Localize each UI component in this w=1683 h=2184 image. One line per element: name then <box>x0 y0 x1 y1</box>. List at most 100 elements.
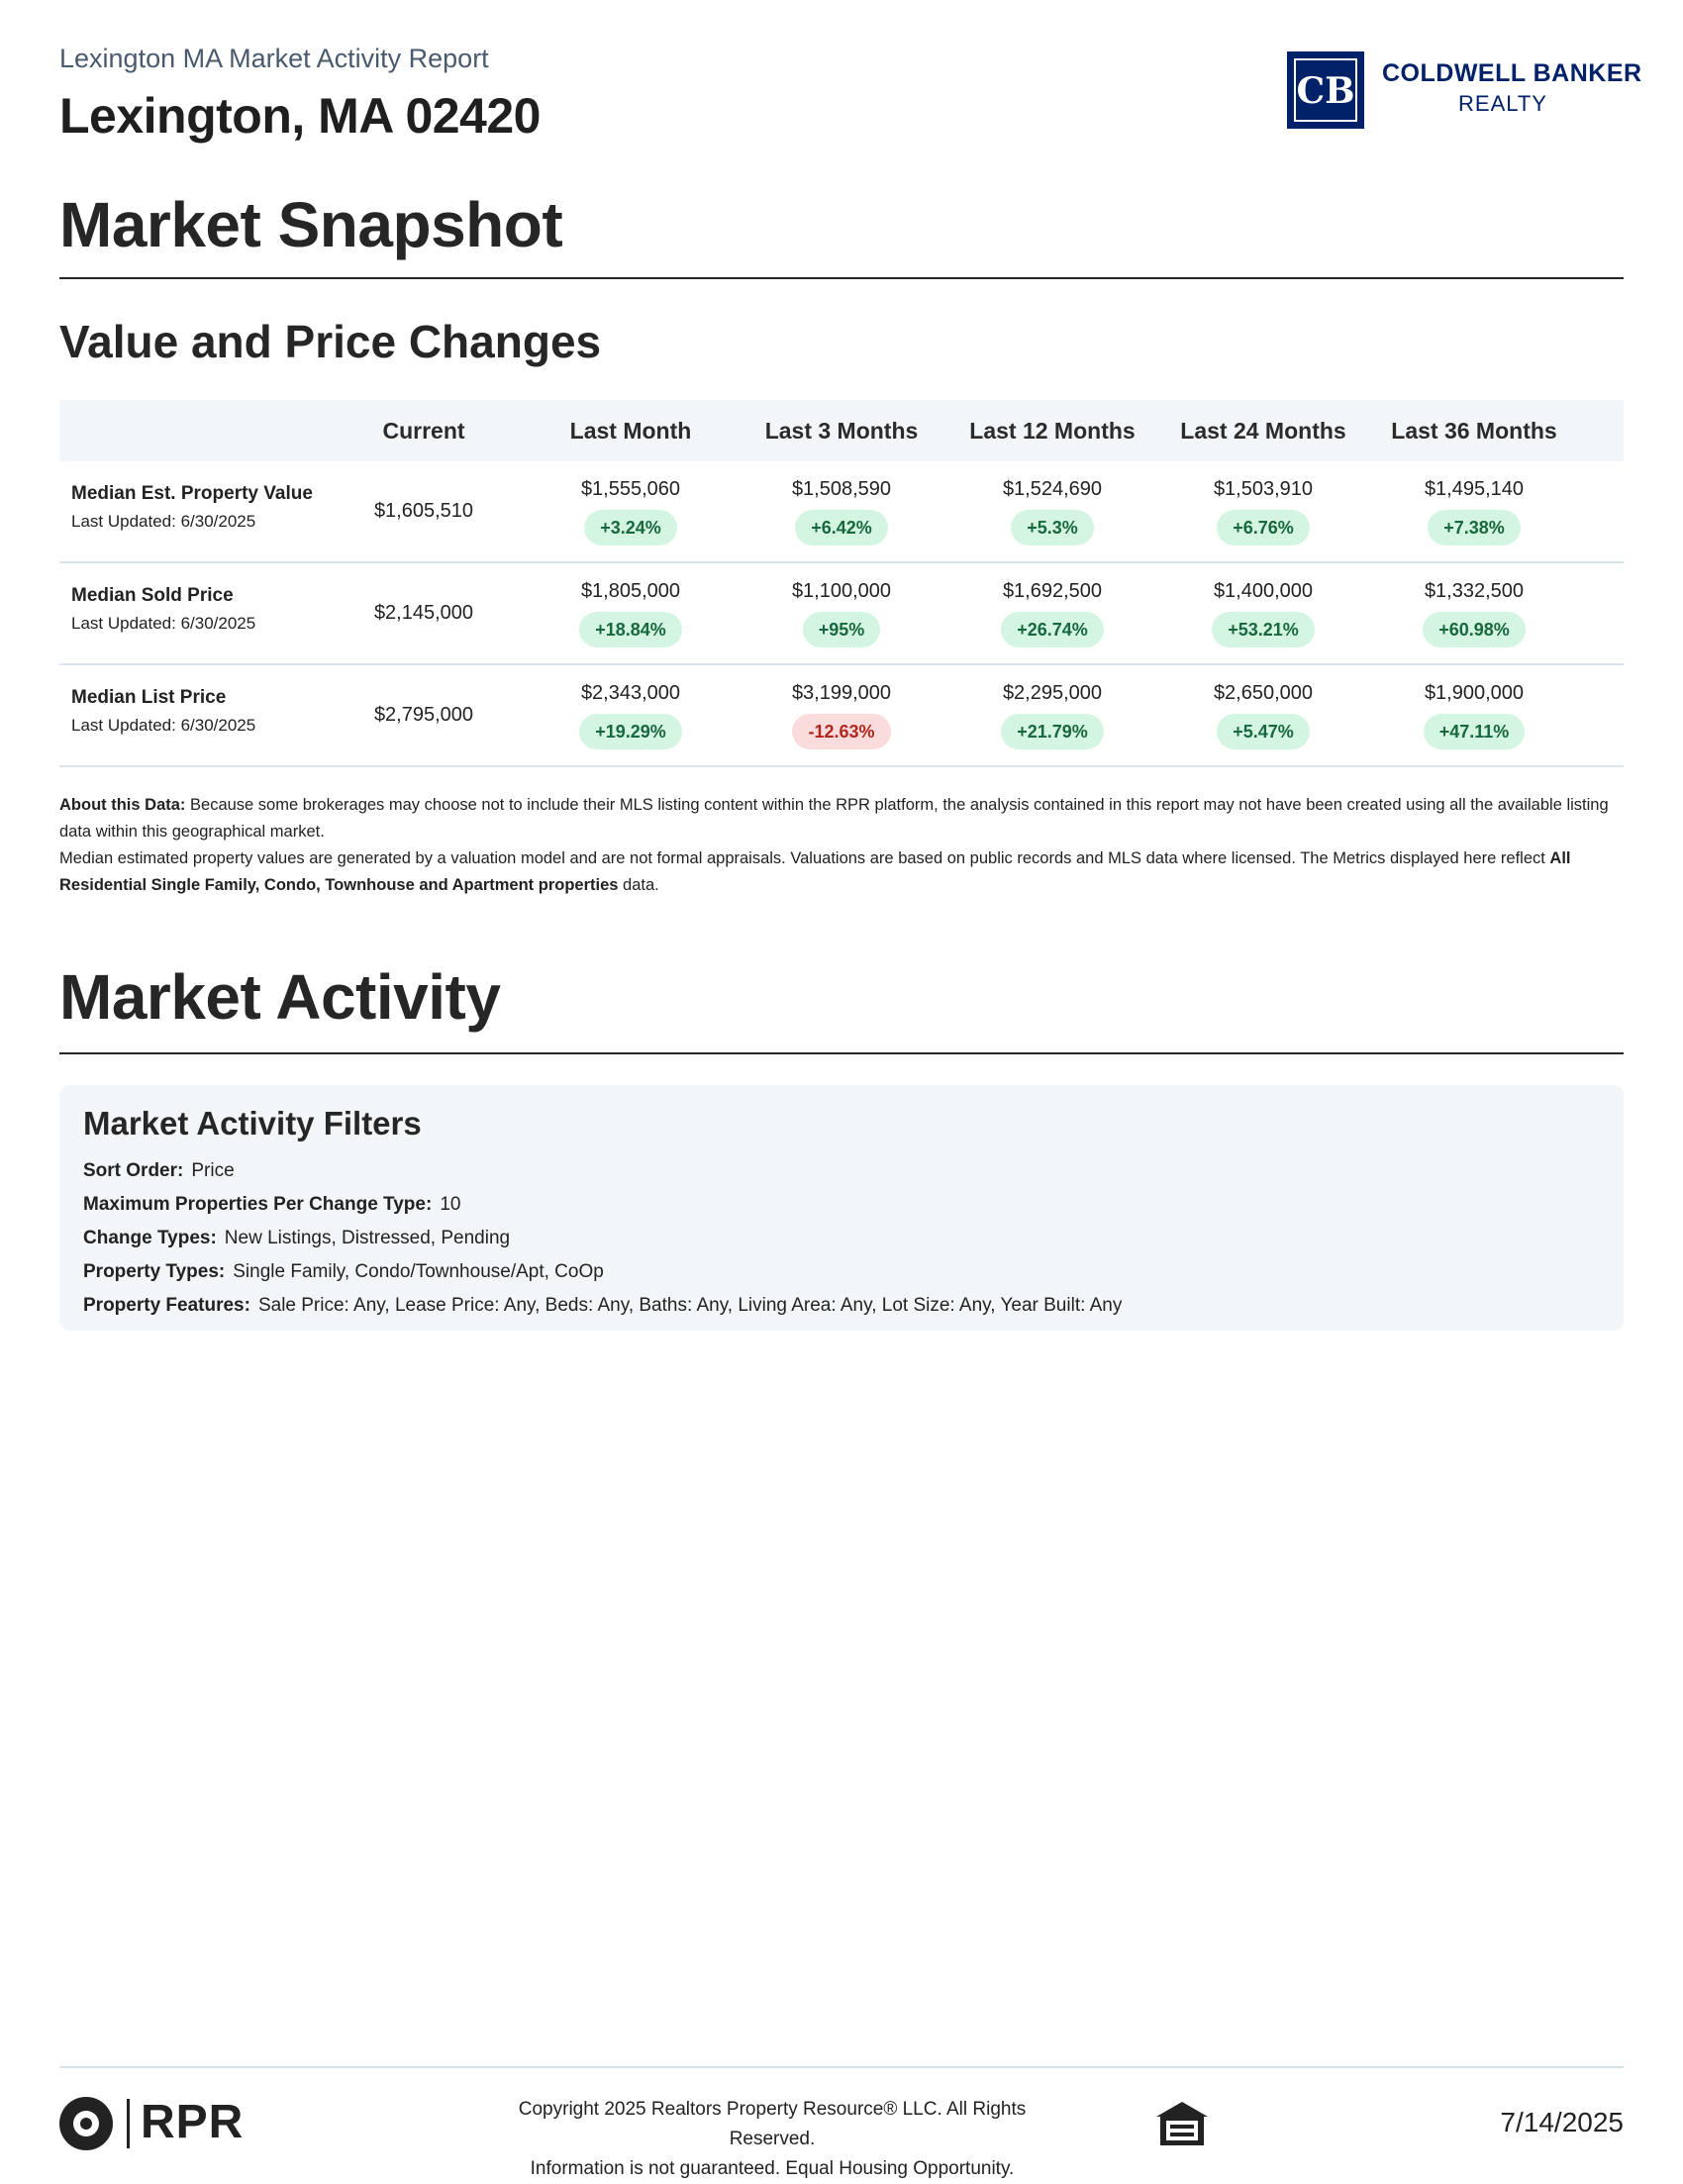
period-value: $1,805,000 <box>580 580 681 602</box>
last-updated: Last Updated: 6/30/2025 <box>71 716 256 735</box>
filter-key: Property Types: <box>83 1261 226 1282</box>
metric-name: Median Sold Price <box>71 585 234 606</box>
column-header: Last Month <box>569 418 692 444</box>
column-header: Last 12 Months <box>969 418 1136 444</box>
period-cell: $1,900,000 +47.11% <box>1370 679 1578 749</box>
equal-housing-icon <box>1156 2102 1208 2145</box>
change-badge: +53.21% <box>1212 612 1315 647</box>
period-value: $1,495,140 <box>1424 478 1525 500</box>
table-row: Median Est. Property Value Last Updated: … <box>59 461 1624 563</box>
cb-logo-mark: CB <box>1294 58 1357 122</box>
period-value: $1,900,000 <box>1424 682 1525 704</box>
about-label: About this Data: <box>59 796 186 814</box>
period-cell: $2,343,000 +19.29% <box>527 679 735 749</box>
logo-brand-sub: REALTY <box>1458 91 1547 116</box>
change-badge: -12.63% <box>792 714 891 749</box>
filter-key: Sort Order: <box>83 1160 184 1181</box>
change-badge: +26.74% <box>1001 612 1104 647</box>
period-value: $1,508,590 <box>791 478 892 500</box>
filter-row: Maximum Properties Per Change Type: 10 <box>83 1194 460 1216</box>
row-label: Median Est. Property Value Last Updated: … <box>71 483 313 532</box>
rpr-logo-icon <box>59 2097 113 2150</box>
period-cell: $1,524,690 +5.3% <box>948 475 1156 546</box>
filter-value: 10 <box>440 1194 461 1215</box>
period-value: $1,100,000 <box>791 580 892 602</box>
filter-value: Single Family, Condo/Townhouse/Apt, CoOp <box>233 1261 604 1282</box>
last-updated: Last Updated: 6/30/2025 <box>71 512 256 531</box>
change-badge: +47.11% <box>1423 714 1526 749</box>
period-cell: $1,555,060 +3.24% <box>527 475 735 546</box>
period-value: $1,692,500 <box>1002 580 1103 602</box>
period-cell: $1,332,500 +60.98% <box>1370 577 1578 647</box>
filter-key: Maximum Properties Per Change Type: <box>83 1194 433 1215</box>
change-badge: +18.84% <box>579 612 682 647</box>
period-cell: $1,495,140 +7.38% <box>1370 475 1578 546</box>
change-badge: +7.38% <box>1428 510 1521 546</box>
filter-key: Property Features: <box>83 1295 250 1316</box>
change-badge: +6.42% <box>795 510 888 546</box>
market-snapshot-heading: Market Snapshot <box>59 189 563 260</box>
section-divider <box>59 1052 1624 1054</box>
property-scope: All Residential Single Family, Condo, To… <box>59 849 1571 894</box>
metric-name: Median List Price <box>71 687 227 708</box>
period-value: $2,343,000 <box>580 682 681 704</box>
filter-row: Sort Order: Price <box>83 1160 235 1182</box>
report-date: 7/14/2025 <box>1500 2107 1624 2137</box>
report-title: Lexington MA Market Activity Report <box>59 44 489 73</box>
footer-divider <box>59 2066 1624 2068</box>
column-header: Current <box>382 418 465 444</box>
change-badge: +5.3% <box>1011 510 1094 546</box>
filter-key: Change Types: <box>83 1228 217 1248</box>
column-header: Last 24 Months <box>1180 418 1346 444</box>
location-title: Lexington, MA 02420 <box>59 88 541 144</box>
valuation-note: Median estimated property values are gen… <box>59 849 1545 867</box>
filter-row: Change Types: New Listings, Distressed, P… <box>83 1228 510 1249</box>
metric-name: Median Est. Property Value <box>71 483 313 504</box>
change-badge: +21.79% <box>1001 714 1104 749</box>
change-badge: +60.98% <box>1423 612 1526 647</box>
period-cell: $1,692,500 +26.74% <box>948 577 1156 647</box>
valuation-note-end: data. <box>623 876 659 894</box>
period-value: $2,650,000 <box>1213 682 1314 704</box>
change-badge: +5.47% <box>1217 714 1310 749</box>
period-cell: $1,100,000 +95% <box>738 577 945 647</box>
period-value: $3,199,000 <box>791 682 892 704</box>
period-cell: $1,805,000 +18.84% <box>527 577 735 647</box>
market-activity-filters: Market Activity Filters Sort Order: Price… <box>59 1085 1624 1331</box>
copyright-notice: Copyright 2025 Realtors Property Resourc… <box>475 2095 1069 2184</box>
filter-row: Property Features: Sale Price: Any, Lease… <box>83 1295 1122 1317</box>
column-header: Last 3 Months <box>764 418 919 444</box>
change-badge: +3.24% <box>584 510 677 546</box>
change-badge: +6.76% <box>1217 510 1310 546</box>
period-value: $1,524,690 <box>1002 478 1103 500</box>
period-value: $1,503,910 <box>1213 478 1314 500</box>
price-changes-table: Current Last Month Last 3 Months Last 12… <box>59 400 1624 767</box>
row-label: Median Sold Price Last Updated: 6/30/2025 <box>71 585 255 634</box>
disclaimer-line: Information is not guaranteed. Equal Hou… <box>530 2158 1015 2179</box>
period-cell: $2,295,000 +21.79% <box>948 679 1156 749</box>
current-value: $1,605,510 <box>373 500 474 522</box>
about-data-note: About this Data: Because some brokerages… <box>59 792 1624 899</box>
about-text: Because some brokerages may choose not t… <box>59 796 1609 841</box>
table-header: Current Last Month Last 3 Months Last 12… <box>59 400 1624 461</box>
filter-value: New Listings, Distressed, Pending <box>224 1228 511 1248</box>
period-value: $1,400,000 <box>1213 580 1314 602</box>
filter-row: Property Types: Single Family, Condo/Town… <box>83 1261 604 1283</box>
copyright-line: Copyright 2025 Realtors Property Resourc… <box>518 2099 1027 2149</box>
last-updated: Last Updated: 6/30/2025 <box>71 614 256 633</box>
current-value: $2,795,000 <box>373 704 474 726</box>
filters-title: Market Activity Filters <box>83 1105 422 1142</box>
period-value: $1,332,500 <box>1424 580 1525 602</box>
table-row: Median List Price Last Updated: 6/30/2025… <box>59 665 1624 767</box>
report-page: Lexington MA Market Activity Report Lexi… <box>59 0 1641 2179</box>
cb-logo-icon: CB <box>1287 51 1364 129</box>
period-cell: $3,199,000 -12.63% <box>738 679 945 749</box>
change-badge: +95% <box>802 612 881 647</box>
coldwell-banker-logo: CB COLDWELL BANKER REALTY <box>1287 51 1641 133</box>
logo-brand-name: COLDWELL BANKER <box>1382 59 1642 87</box>
period-cell: $1,400,000 +53.21% <box>1159 577 1367 647</box>
period-value: $2,295,000 <box>1002 682 1103 704</box>
period-cell: $1,503,910 +6.76% <box>1159 475 1367 546</box>
row-label: Median List Price Last Updated: 6/30/2025 <box>71 687 255 736</box>
period-cell: $1,508,590 +6.42% <box>738 475 945 546</box>
